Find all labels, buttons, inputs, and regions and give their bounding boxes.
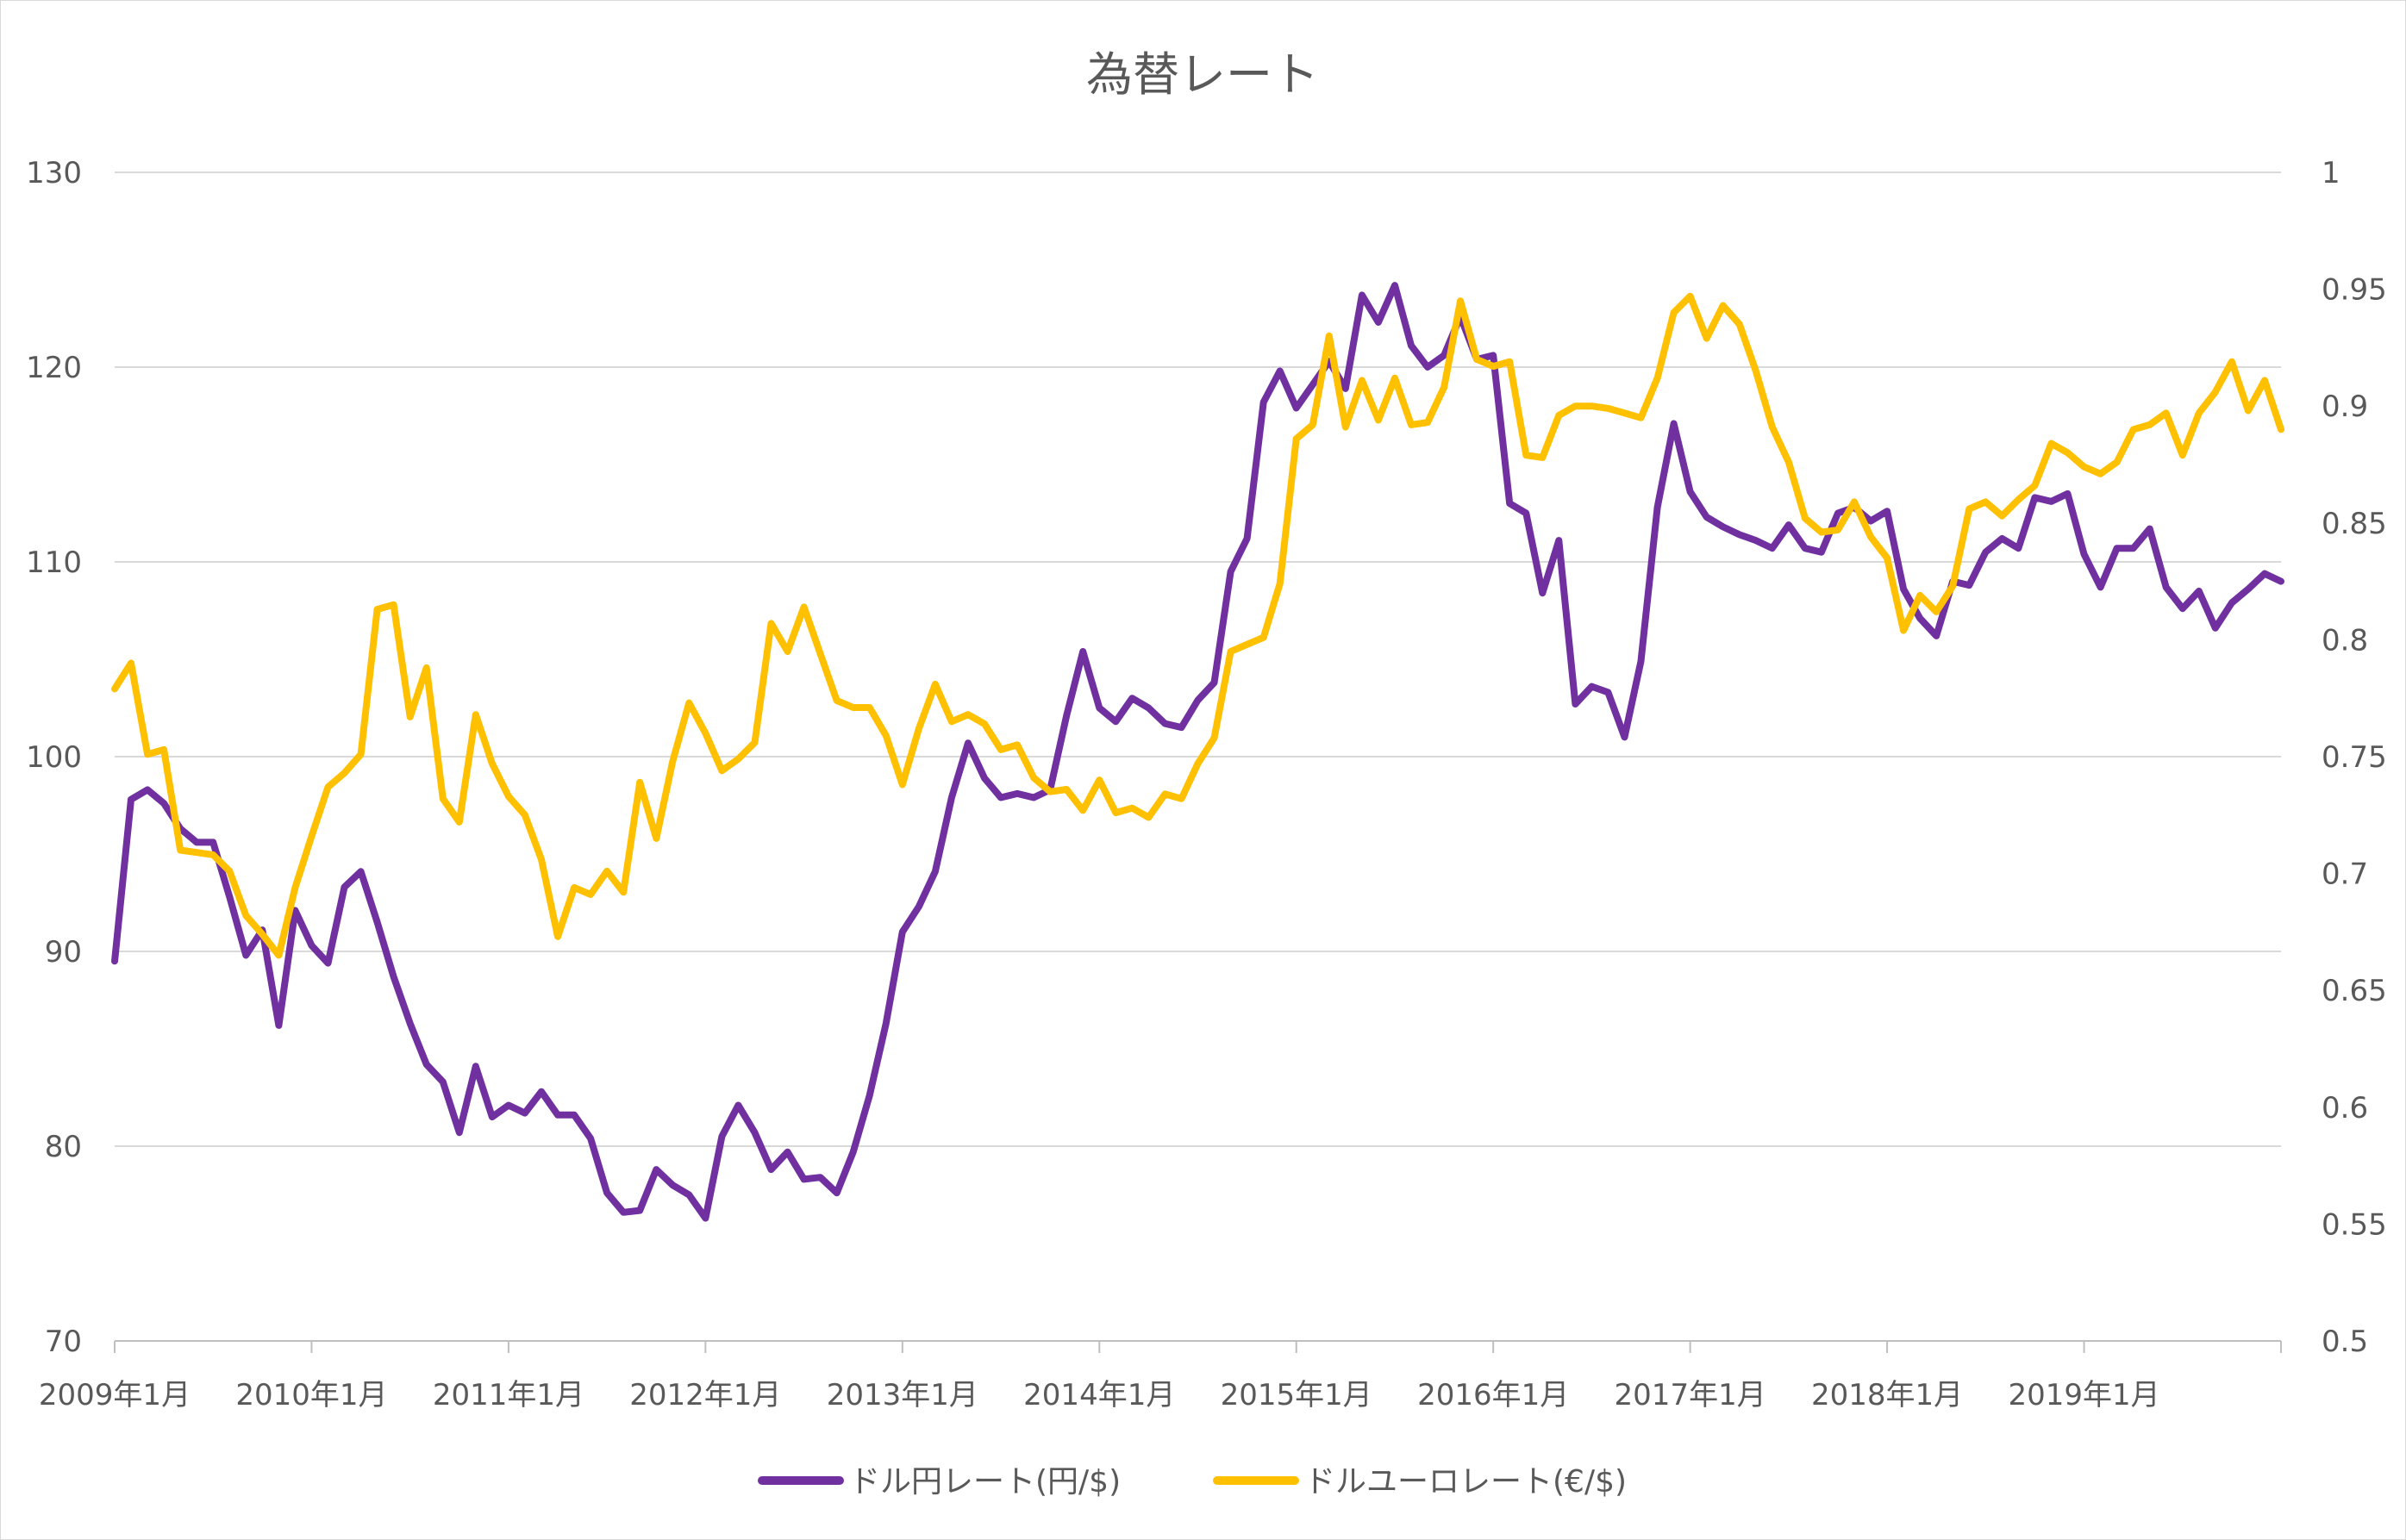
x-tick-label: 2019年1月 [2008,1378,2159,1412]
legend-label-usd-eur: ドルユーロレート(€/$) [1304,1464,1627,1499]
right-tick-label: 0.75 [2322,740,2387,775]
gridlines [115,171,2281,1147]
x-tick-label: 2015年1月 [1221,1378,1372,1412]
series-line-usd-jpy [111,282,2284,1222]
chart-title: 為替レート [1086,47,1319,102]
x-tick-label: 2011年1月 [433,1378,584,1412]
left-y-axis: 70 80 90 100 110 120 130 [26,156,82,1359]
series-line-usd-eur [111,292,2284,959]
left-tick-label: 110 [26,546,82,580]
right-tick-label: 1 [2322,156,2340,190]
x-tick-label: 2014年1月 [1023,1378,1175,1412]
right-tick-label: 0.7 [2322,857,2368,892]
left-tick-label: 70 [45,1325,82,1359]
left-tick-label: 130 [26,156,82,190]
x-tick-label: 2018年1月 [1811,1378,1963,1412]
legend-label-usd-jpy: ドル円レート(円/$) [849,1464,1121,1499]
legend: ドル円レート(円/$) ドルユーロレート(€/$) [758,1464,1627,1499]
left-tick-label: 90 [45,935,82,970]
x-tick-label: 2013年1月 [827,1378,978,1412]
right-tick-label: 0.85 [2322,507,2387,541]
x-tick-label: 2009年1月 [39,1378,191,1412]
series-lines [111,282,2284,1222]
right-tick-label: 0.8 [2322,623,2368,658]
x-tick-label: 2012年1月 [629,1378,781,1412]
right-y-axis: 0.5 0.55 0.6 0.65 0.7 0.75 0.8 0.85 0.9 0.95 1 [2322,156,2387,1359]
right-tick-label: 0.5 [2322,1325,2368,1359]
x-tick-label: 2016年1月 [1417,1378,1569,1412]
left-tick-label: 80 [45,1130,82,1164]
left-tick-label: 120 [26,351,82,385]
right-tick-label: 0.9 [2322,390,2368,424]
left-tick-label: 100 [26,740,82,775]
right-tick-label: 0.65 [2322,974,2387,1008]
right-tick-label: 0.55 [2322,1207,2387,1242]
right-tick-label: 0.95 [2322,273,2387,308]
x-tick-label: 2010年1月 [235,1378,387,1412]
right-tick-label: 0.6 [2322,1091,2368,1125]
x-tick-label: 2017年1月 [1615,1378,1766,1412]
x-axis [114,1340,2282,1353]
x-axis-labels: 2009年1月 2010年1月 2011年1月 2012年1月 2013年1月 2014年… [39,1378,2160,1412]
